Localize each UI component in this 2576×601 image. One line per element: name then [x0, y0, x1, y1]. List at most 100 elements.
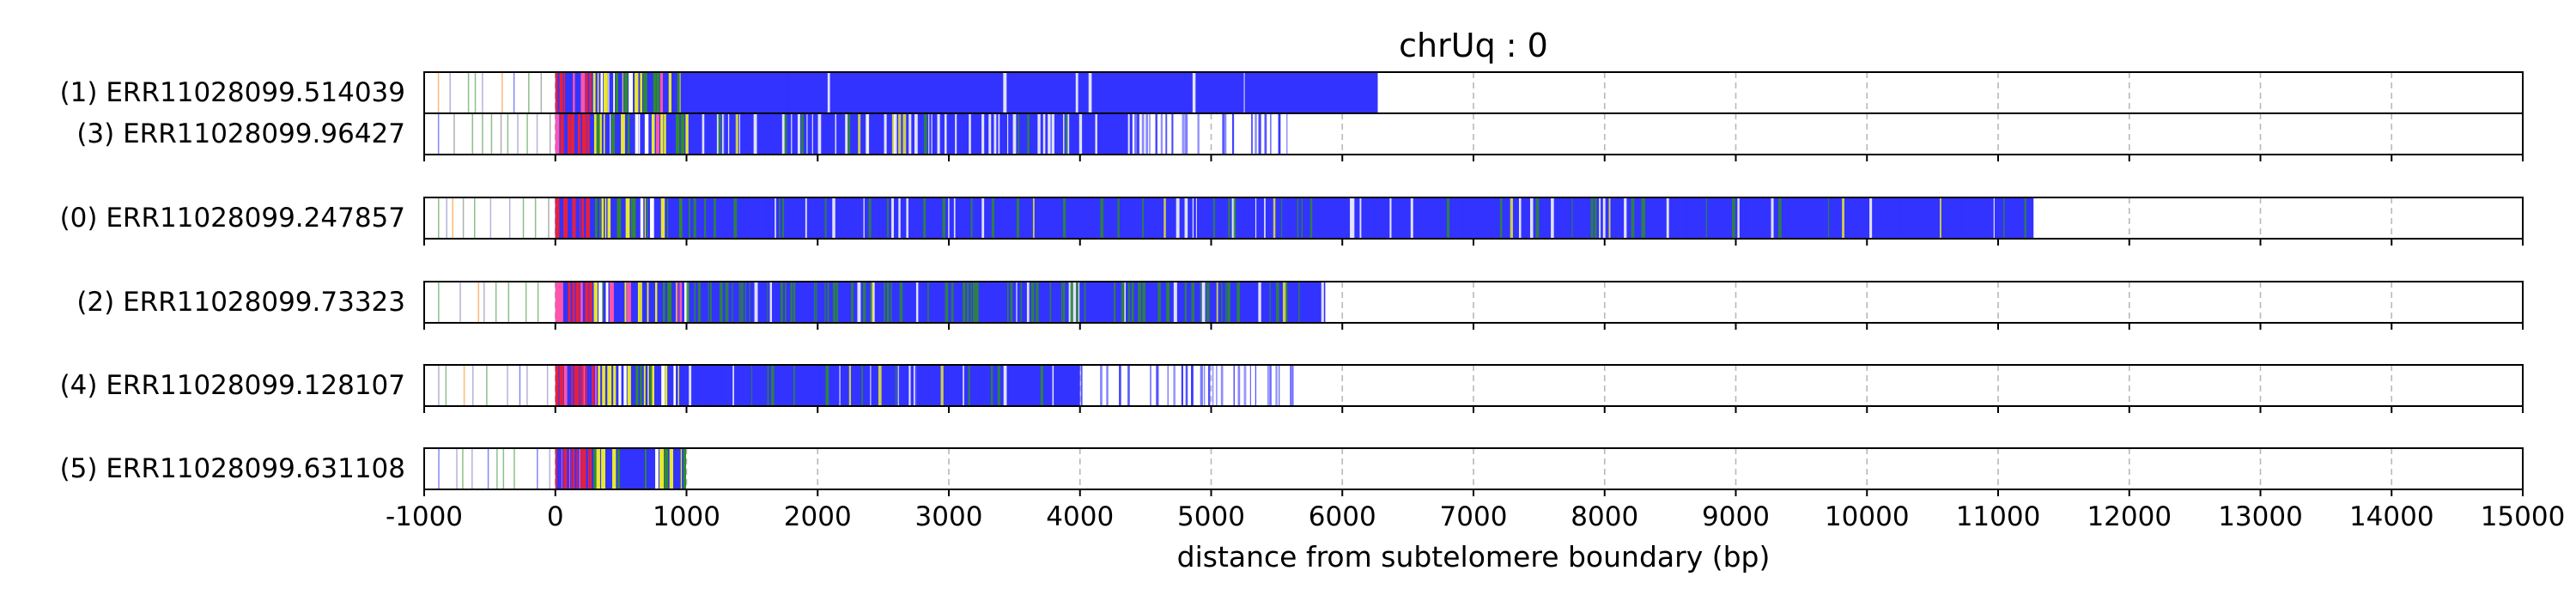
repeat-mark: [1243, 365, 1247, 406]
repeat-mark: [1250, 113, 1253, 155]
repeat-mark: [683, 197, 688, 239]
repeat-mark: [467, 72, 470, 113]
repeat-mark: [605, 282, 609, 323]
repeat-mark: [1168, 282, 1170, 323]
repeat-mark: [1117, 197, 1120, 239]
repeat-mark: [1184, 282, 1188, 323]
repeat-mark: [1006, 113, 1009, 155]
repeat-mark: [1207, 365, 1211, 406]
repeat-mark: [611, 113, 616, 155]
repeat-mark: [848, 365, 852, 406]
repeat-mark: [563, 72, 566, 113]
repeat-mark: [580, 72, 586, 113]
repeat-mark: [1212, 365, 1214, 406]
repeat-mark: [589, 282, 592, 323]
repeat-mark: [1141, 113, 1145, 155]
repeat-mark: [647, 282, 649, 323]
repeat-mark: [1200, 365, 1203, 406]
repeat-mark: [1062, 197, 1066, 239]
repeat-mark: [835, 282, 839, 323]
repeat-mark: [571, 365, 574, 406]
repeat-mark: [1145, 113, 1149, 155]
repeat-mark: [665, 365, 668, 406]
repeat-mark: [673, 72, 677, 113]
repeat-mark: [1119, 365, 1121, 406]
repeat-mark: [679, 72, 681, 113]
repeat-mark: [568, 282, 571, 323]
repeat-mark: [595, 197, 598, 239]
repeat-mark: [649, 197, 654, 239]
repeat-mark: [563, 113, 567, 155]
repeat-mark: [1078, 282, 1080, 323]
repeat-mark: [1273, 197, 1276, 239]
repeat-mark: [580, 365, 584, 406]
repeat-mark: [991, 197, 994, 239]
repeat-mark: [775, 197, 776, 239]
repeat-mark: [1030, 282, 1035, 323]
repeat-mark: [937, 113, 940, 155]
repeat-mark: [780, 282, 784, 323]
repeat-mark: [630, 113, 635, 155]
repeat-mark: [615, 72, 619, 113]
repeat-mark: [549, 448, 550, 489]
repeat-mark: [603, 113, 605, 155]
repeat-mark: [1142, 197, 1145, 239]
repeat-mark: [669, 448, 673, 489]
repeat-mark: [624, 282, 627, 323]
repeat-mark: [1160, 113, 1163, 155]
repeat-mark: [1095, 113, 1097, 155]
chart-title: chrUq : 0: [1399, 27, 1548, 64]
repeat-mark: [893, 113, 897, 155]
repeat-mark: [568, 365, 570, 406]
repeat-mark: [723, 113, 727, 155]
repeat-mark: [693, 197, 696, 239]
repeat-mark: [438, 282, 440, 323]
repeat-mark: [1067, 113, 1070, 155]
repeat-mark: [968, 365, 970, 406]
repeat-mark: [718, 113, 721, 155]
repeat-mark: [1309, 197, 1313, 239]
repeat-mark: [649, 282, 652, 323]
repeat-mark: [981, 365, 984, 406]
repeat-mark: [738, 113, 740, 155]
repeat-mark: [963, 365, 964, 406]
repeat-mark: [1771, 197, 1774, 239]
repeat-mark: [824, 282, 826, 323]
repeat-mark: [596, 448, 600, 489]
repeat-mark: [924, 113, 927, 155]
repeat-mark: [1216, 365, 1218, 406]
repeat-mark: [644, 113, 649, 155]
repeat-mark: [598, 282, 603, 323]
repeat-mark: [791, 113, 793, 155]
repeat-mark: [997, 365, 1001, 406]
repeat-mark: [1195, 197, 1197, 239]
repeat-mark: [618, 72, 620, 113]
repeat-mark: [793, 282, 796, 323]
repeat-mark: [586, 113, 590, 155]
read-label: (4) ERR11028099.128107: [60, 370, 405, 401]
repeat-mark: [969, 113, 971, 155]
repeat-mark: [1157, 282, 1161, 323]
repeat-mark: [676, 282, 677, 323]
telomere-block: [555, 72, 1378, 113]
repeat-mark: [556, 448, 562, 489]
repeat-mark: [800, 113, 804, 155]
repeat-mark: [970, 197, 973, 239]
repeat-mark: [656, 72, 660, 113]
repeat-mark: [1321, 282, 1324, 323]
repeat-mark: [1075, 72, 1078, 113]
repeat-mark: [500, 113, 502, 155]
repeat-mark: [793, 365, 795, 406]
repeat-mark: [613, 365, 617, 406]
repeat-mark: [621, 282, 623, 323]
repeat-mark: [611, 448, 617, 489]
repeat-mark: [577, 113, 581, 155]
repeat-mark: [1176, 197, 1180, 239]
repeat-mark: [616, 113, 620, 155]
repeat-mark: [1556, 197, 1560, 239]
repeat-mark: [786, 113, 787, 155]
repeat-mark: [895, 365, 897, 406]
repeat-mark: [1026, 282, 1030, 323]
repeat-mark: [1192, 72, 1196, 113]
repeat-mark: [1278, 113, 1281, 155]
